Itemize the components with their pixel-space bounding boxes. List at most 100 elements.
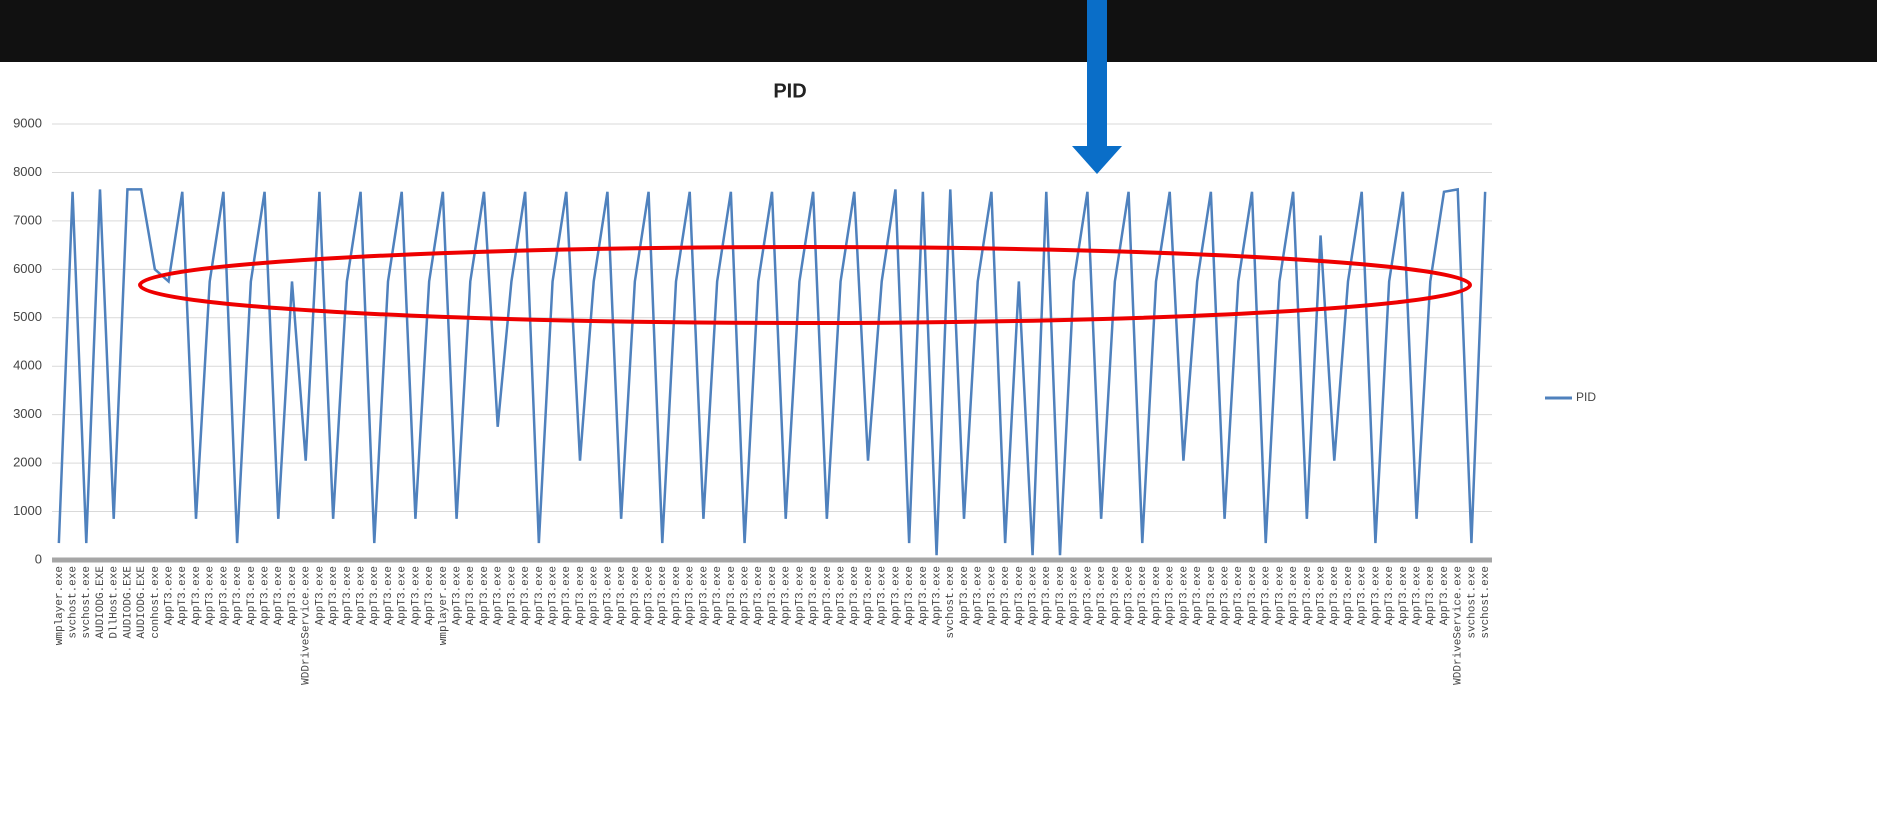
x-tick-label: AppT3.exe [794, 566, 806, 625]
x-tick-label: svchost.exe [945, 566, 957, 639]
x-tick-label: AppT3.exe [1192, 566, 1204, 625]
x-tick-label: AppT3.exe [863, 566, 875, 625]
x-tick-label: AppT3.exe [1302, 566, 1314, 625]
x-tick-label: AppT3.exe [355, 566, 367, 625]
chart-area [0, 62, 1877, 821]
arrow-shaft [1087, 0, 1107, 148]
data-line [57, 187, 1487, 556]
x-tick-label: AppT3.exe [685, 566, 697, 625]
y-tick-label: 3000 [13, 406, 42, 421]
x-tick-label: AppT3.exe [163, 566, 175, 625]
x-tick-label: AppT3.exe [698, 566, 710, 625]
x-tick-label: AppT3.exe [1343, 566, 1355, 625]
x-tick-label: AppT3.exe [589, 566, 601, 625]
x-tick-label: AppT3.exe [767, 566, 779, 625]
x-tick-label: AppT3.exe [1384, 566, 1396, 625]
x-tick-label: AppT3.exe [918, 566, 930, 625]
chart-title: PID [773, 80, 806, 102]
x-tick-label: AppT3.exe [561, 566, 573, 625]
x-tick-label: AppT3.exe [753, 566, 765, 625]
x-tick-label: AppT3.exe [575, 566, 587, 625]
y-tick-label: 9000 [13, 115, 42, 130]
x-tick-label: AppT3.exe [657, 566, 669, 625]
x-tick-label: AppT3.exe [424, 566, 436, 625]
x-tick-label: AppT3.exe [1329, 566, 1341, 625]
x-tick-label: svchost.exe [81, 566, 93, 639]
x-tick-label: AppT3.exe [616, 566, 628, 625]
x-tick-label: AppT3.exe [547, 566, 559, 625]
x-tick-label: AppT3.exe [259, 566, 271, 625]
x-tick-label: DllHost.exe [109, 566, 121, 639]
x-tick-label: AppT3.exe [1398, 566, 1410, 625]
x-tick-label: AppT3.exe [1069, 566, 1081, 625]
x-tick-label: AppT3.exe [1370, 566, 1382, 625]
x-tick-label: AppT3.exe [520, 566, 532, 625]
x-tick-label: AppT3.exe [1274, 566, 1286, 625]
x-tick-label: AppT3.exe [1110, 566, 1122, 625]
x-tick-label: AppT3.exe [328, 566, 340, 625]
x-tick-label: AppT3.exe [808, 566, 820, 625]
x-tick-label: AppT3.exe [314, 566, 326, 625]
plot: 0 1000 2000 3000 4000 5000 6000 7000 8000 9000 wmp… [13, 115, 1596, 684]
y-tick-label: 5000 [13, 309, 42, 324]
x-tick-label: wmplayer.exe [54, 566, 66, 645]
x-tick-label: AppT3.exe [1151, 566, 1163, 625]
x-tick-label: AppT3.exe [465, 566, 477, 625]
x-tick-label: AppT3.exe [671, 566, 683, 625]
x-tick-label: AppT3.exe [973, 566, 985, 625]
x-tick-label: svchost.exe [67, 566, 79, 639]
x-tick-label: AppT3.exe [397, 566, 409, 625]
x-tick-label: AppT3.exe [232, 566, 244, 625]
y-tick-label: 4000 [13, 358, 42, 373]
x-tick-label: AppT3.exe [177, 566, 189, 625]
x-tick-label: AppT3.exe [1206, 566, 1218, 625]
x-tick-label: AppT3.exe [1055, 566, 1067, 625]
x-tick-label: AppT3.exe [1411, 566, 1423, 625]
x-tick-label: AppT3.exe [1137, 566, 1149, 625]
highlight-ellipse [138, 245, 1472, 325]
x-tick-label: AppT3.exe [493, 566, 505, 625]
y-tick-label: 2000 [13, 455, 42, 470]
x-tick-label: AppT3.exe [904, 566, 916, 625]
x-tick-label: AppT3.exe [877, 566, 889, 625]
x-tick-label: AppT3.exe [1261, 566, 1273, 625]
x-tick-label: AppT3.exe [986, 566, 998, 625]
x-tick-label: AppT3.exe [383, 566, 395, 625]
x-tick-label: wmplayer.exe [438, 566, 450, 645]
top-strip [0, 0, 1877, 62]
x-tick-label: AppT3.exe [191, 566, 203, 625]
x-tick-label: AppT3.exe [822, 566, 834, 625]
x-tick-label: AppT3.exe [712, 566, 724, 625]
x-tick-label: AppT3.exe [451, 566, 463, 625]
x-tick-label: AppT3.exe [1439, 566, 1451, 625]
x-tick-label: AppT3.exe [643, 566, 655, 625]
x-tick-label: AppT3.exe [1000, 566, 1012, 625]
y-tick-label: 7000 [13, 212, 42, 227]
x-tick-label: AppT3.exe [1425, 566, 1437, 625]
x-tick-label: AppT3.exe [273, 566, 285, 625]
x-tick-label: conhost.exe [150, 566, 162, 639]
x-tick-label: AppT3.exe [1082, 566, 1094, 625]
x-tick-label: AppT3.exe [602, 566, 614, 625]
x-tick-label: AppT3.exe [506, 566, 518, 625]
x-tick-label: AppT3.exe [287, 566, 299, 625]
x-tick-label: AppT3.exe [218, 566, 230, 625]
x-tick-label: AppT3.exe [959, 566, 971, 625]
y-tick-label: 6000 [13, 261, 42, 276]
y-tick-label: 8000 [13, 164, 42, 179]
x-tick-label: AppT3.exe [342, 566, 354, 625]
x-tick-label: AppT3.exe [1357, 566, 1369, 625]
x-tick-label: AppT3.exe [246, 566, 258, 625]
x-tick-label: AppT3.exe [931, 566, 943, 625]
x-tick-label: AppT3.exe [1014, 566, 1026, 625]
x-tick-label: AppT3.exe [890, 566, 902, 625]
x-tick-label: svchost.exe [1466, 566, 1478, 639]
x-tick-label: AppT3.exe [1027, 566, 1039, 625]
x-tick-label: AppT3.exe [534, 566, 546, 625]
x-tick-label: AppT3.exe [1123, 566, 1135, 625]
x-tick-label: WDDriveService.exe [301, 566, 313, 685]
arrow-head [1072, 146, 1122, 174]
x-tick-label: AUDIODG.EXE [95, 566, 107, 639]
x-tick-label: AppT3.exe [1315, 566, 1327, 625]
